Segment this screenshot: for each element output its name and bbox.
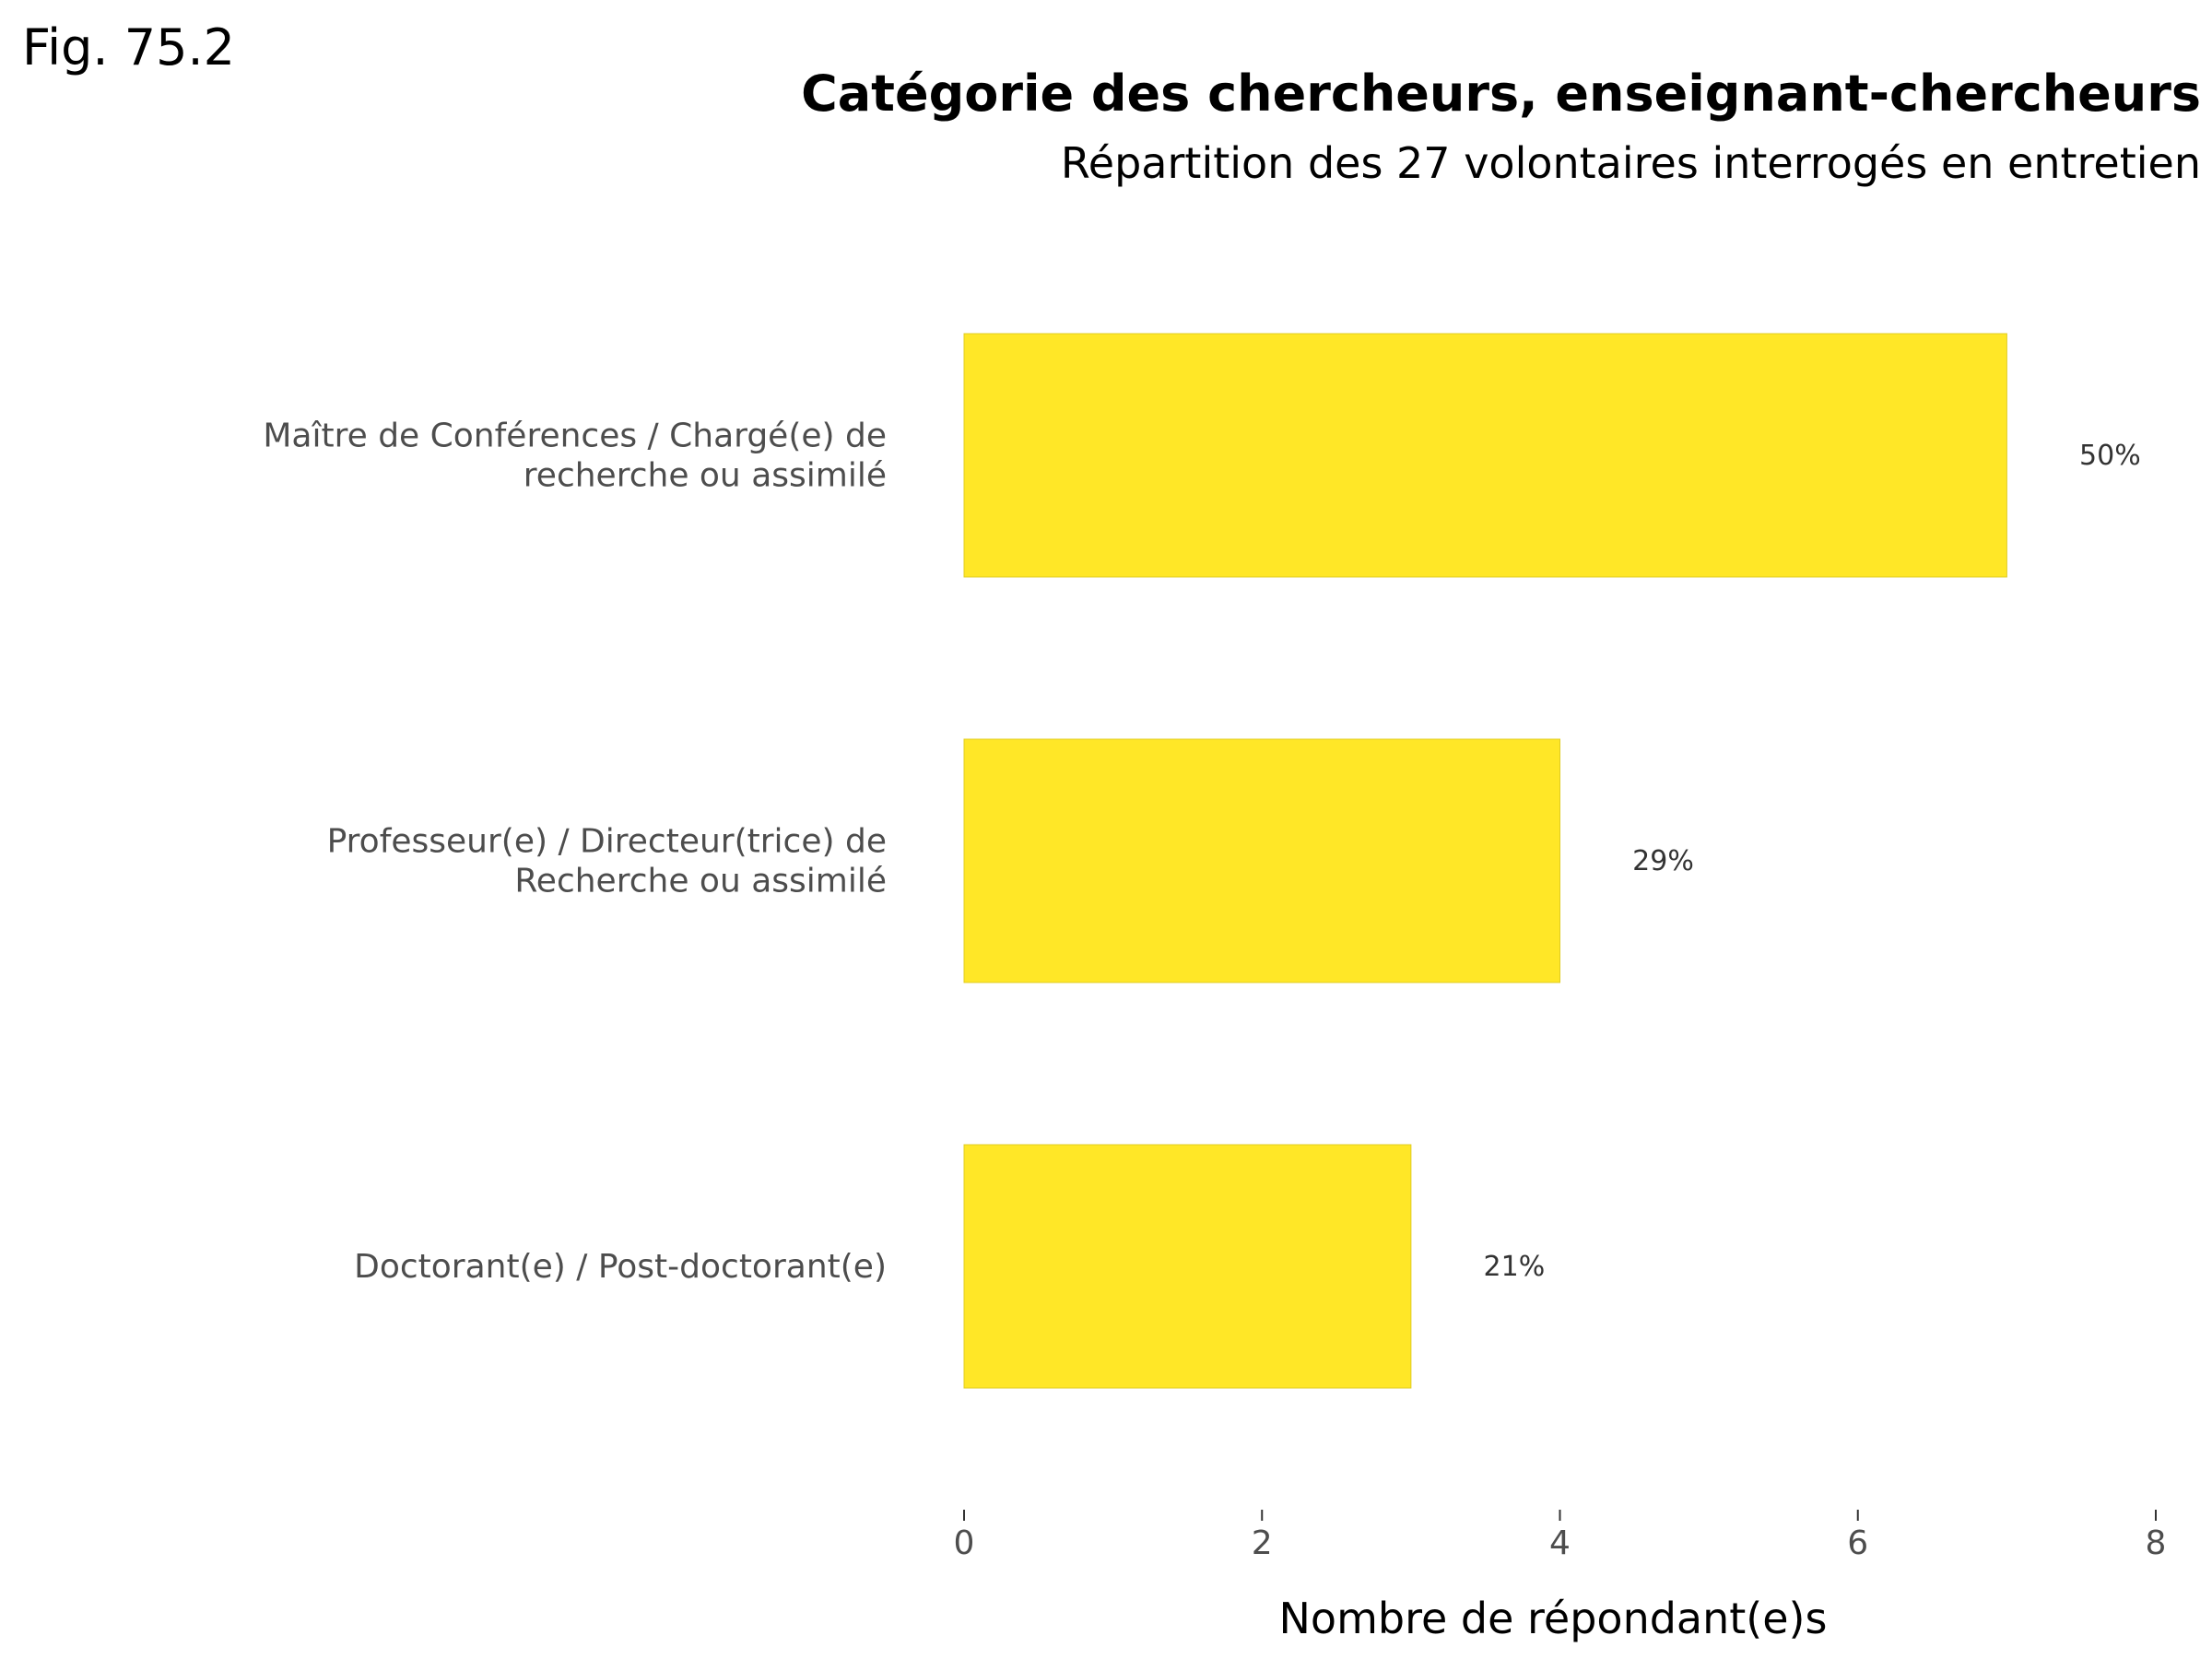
x-axis: 0 2 4 6 8: [954, 1510, 2167, 1562]
category-label: Maître de Conférences / Chargé(e) de rech…: [263, 418, 887, 495]
data-label: 21%: [1484, 1251, 1546, 1283]
category-label-line: Recherche ou assimilé: [514, 863, 887, 900]
bar: [963, 738, 1560, 983]
data-label: 50%: [2079, 440, 2141, 472]
chart-subtitle: Répartition des 27 volontaires interrogé…: [1061, 138, 2201, 188]
x-tick-label: 2: [1252, 1524, 1273, 1562]
x-tick-label: 0: [954, 1524, 975, 1562]
chart-title: Catégorie des chercheurs, enseignant-che…: [801, 65, 2201, 123]
category-label-line: Maître de Conférences / Chargé(e) de: [263, 418, 887, 455]
category-label: Professeur(e) / Directeur(trice) de Reche…: [327, 823, 887, 900]
category-label-line: recherche ou assimilé: [524, 457, 887, 495]
x-tick-label: 8: [2146, 1524, 2167, 1562]
x-tick-label: 6: [1847, 1524, 1868, 1562]
bar: [963, 1144, 1412, 1389]
bar: [963, 333, 2007, 578]
x-tick-label: 4: [1549, 1524, 1571, 1562]
x-axis-title: Nombre de répondant(e)s: [1279, 1594, 1828, 1643]
plot-area: Maître de Conférences / Chargé(e) de rech…: [263, 333, 2141, 1389]
category-label: Doctorant(e) / Post-doctorant(e): [354, 1248, 887, 1286]
data-label: 29%: [1632, 845, 1694, 877]
figure-label: Fig. 75.2: [22, 18, 235, 76]
category-label-line: Doctorant(e) / Post-doctorant(e): [354, 1248, 887, 1286]
category-label-line: Professeur(e) / Directeur(trice) de: [327, 823, 887, 861]
